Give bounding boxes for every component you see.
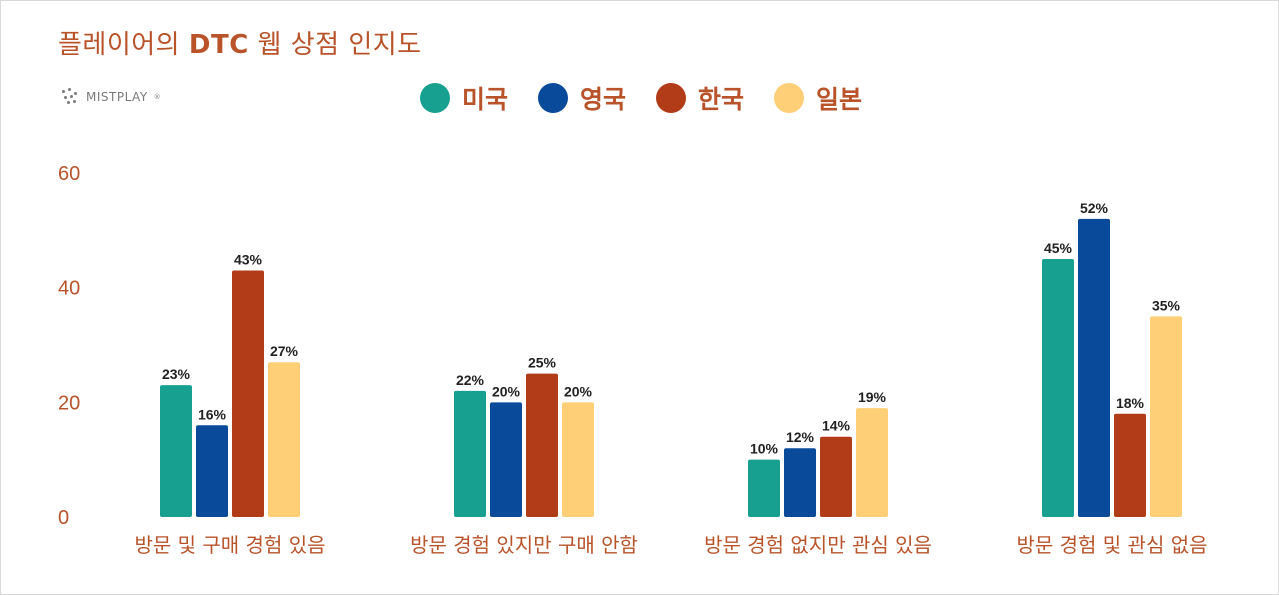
x-category-label: 방문 경험 없지만 관심 있음 xyxy=(704,533,932,557)
y-tick-label: 40 xyxy=(58,278,80,300)
bar-일본 xyxy=(268,362,300,517)
mistplay-logo: MISTPLAY ® xyxy=(60,86,161,108)
data-label: 18% xyxy=(1116,395,1145,411)
data-label: 23% xyxy=(162,366,191,382)
y-tick-label: 20 xyxy=(58,392,80,414)
legend-item-한국: 한국 xyxy=(656,80,744,116)
bar-영국 xyxy=(1078,218,1110,517)
title-suffix: 웹 상점 인지도 xyxy=(248,30,422,60)
legend-swatch-일본 xyxy=(774,83,805,113)
x-category-label: 방문 경험 및 관심 없음 xyxy=(1016,533,1207,557)
legend-item-미국: 미국 xyxy=(420,80,508,116)
logo-mark: ® xyxy=(153,93,162,101)
bar-한국 xyxy=(232,270,264,517)
bar-미국 xyxy=(748,459,780,517)
data-label: 22% xyxy=(456,372,485,388)
bar-한국 xyxy=(1114,413,1146,517)
legend-item-영국: 영국 xyxy=(538,80,626,116)
bar-영국 xyxy=(196,425,228,517)
bar-영국 xyxy=(784,448,816,517)
x-category-label: 방문 경험 있지만 구매 안함 xyxy=(410,533,638,557)
data-label: 14% xyxy=(822,418,851,434)
legend-item-일본: 일본 xyxy=(774,80,862,116)
bar-일본 xyxy=(856,408,888,517)
bar-미국 xyxy=(160,385,192,517)
data-label: 45% xyxy=(1044,240,1073,256)
bar-일본 xyxy=(1150,316,1182,517)
legend-label-한국: 한국 xyxy=(698,85,745,114)
y-tick-label: 60 xyxy=(58,163,80,185)
data-label: 20% xyxy=(564,383,593,399)
y-tick-label: 0 xyxy=(58,507,69,529)
legend-label-미국: 미국 xyxy=(462,85,509,114)
legend-swatch-한국 xyxy=(656,83,687,113)
data-label: 16% xyxy=(198,406,227,422)
title-emphasis: DTC xyxy=(188,30,249,60)
data-label: 20% xyxy=(492,383,521,399)
bar-미국 xyxy=(1042,259,1074,517)
bar-미국 xyxy=(454,390,486,517)
data-label: 52% xyxy=(1080,200,1109,216)
legend-swatch-영국 xyxy=(538,83,569,113)
bar-영국 xyxy=(490,402,522,517)
legend: 미국 영국 한국 일본 xyxy=(420,80,892,116)
logo-text: MISTPLAY xyxy=(86,90,148,104)
data-label: 19% xyxy=(858,389,887,405)
title-prefix: 플레이어의 xyxy=(58,30,189,60)
chart-title: 플레이어의 DTC 웹 상점 인지도 xyxy=(58,24,422,61)
bar-한국 xyxy=(820,436,852,517)
data-label: 27% xyxy=(270,343,299,359)
data-label: 25% xyxy=(528,355,557,371)
bar-일본 xyxy=(562,402,594,517)
x-category-label: 방문 및 구매 경험 있음 xyxy=(134,533,325,557)
legend-label-일본: 일본 xyxy=(816,85,863,114)
bar-한국 xyxy=(526,373,558,517)
data-label: 35% xyxy=(1152,297,1181,313)
legend-label-영국: 영국 xyxy=(580,85,627,114)
data-label: 12% xyxy=(786,429,815,445)
legend-swatch-미국 xyxy=(420,83,450,113)
mistplay-logo-icon xyxy=(60,86,80,108)
data-label: 10% xyxy=(750,441,779,457)
data-label: 43% xyxy=(234,251,263,267)
